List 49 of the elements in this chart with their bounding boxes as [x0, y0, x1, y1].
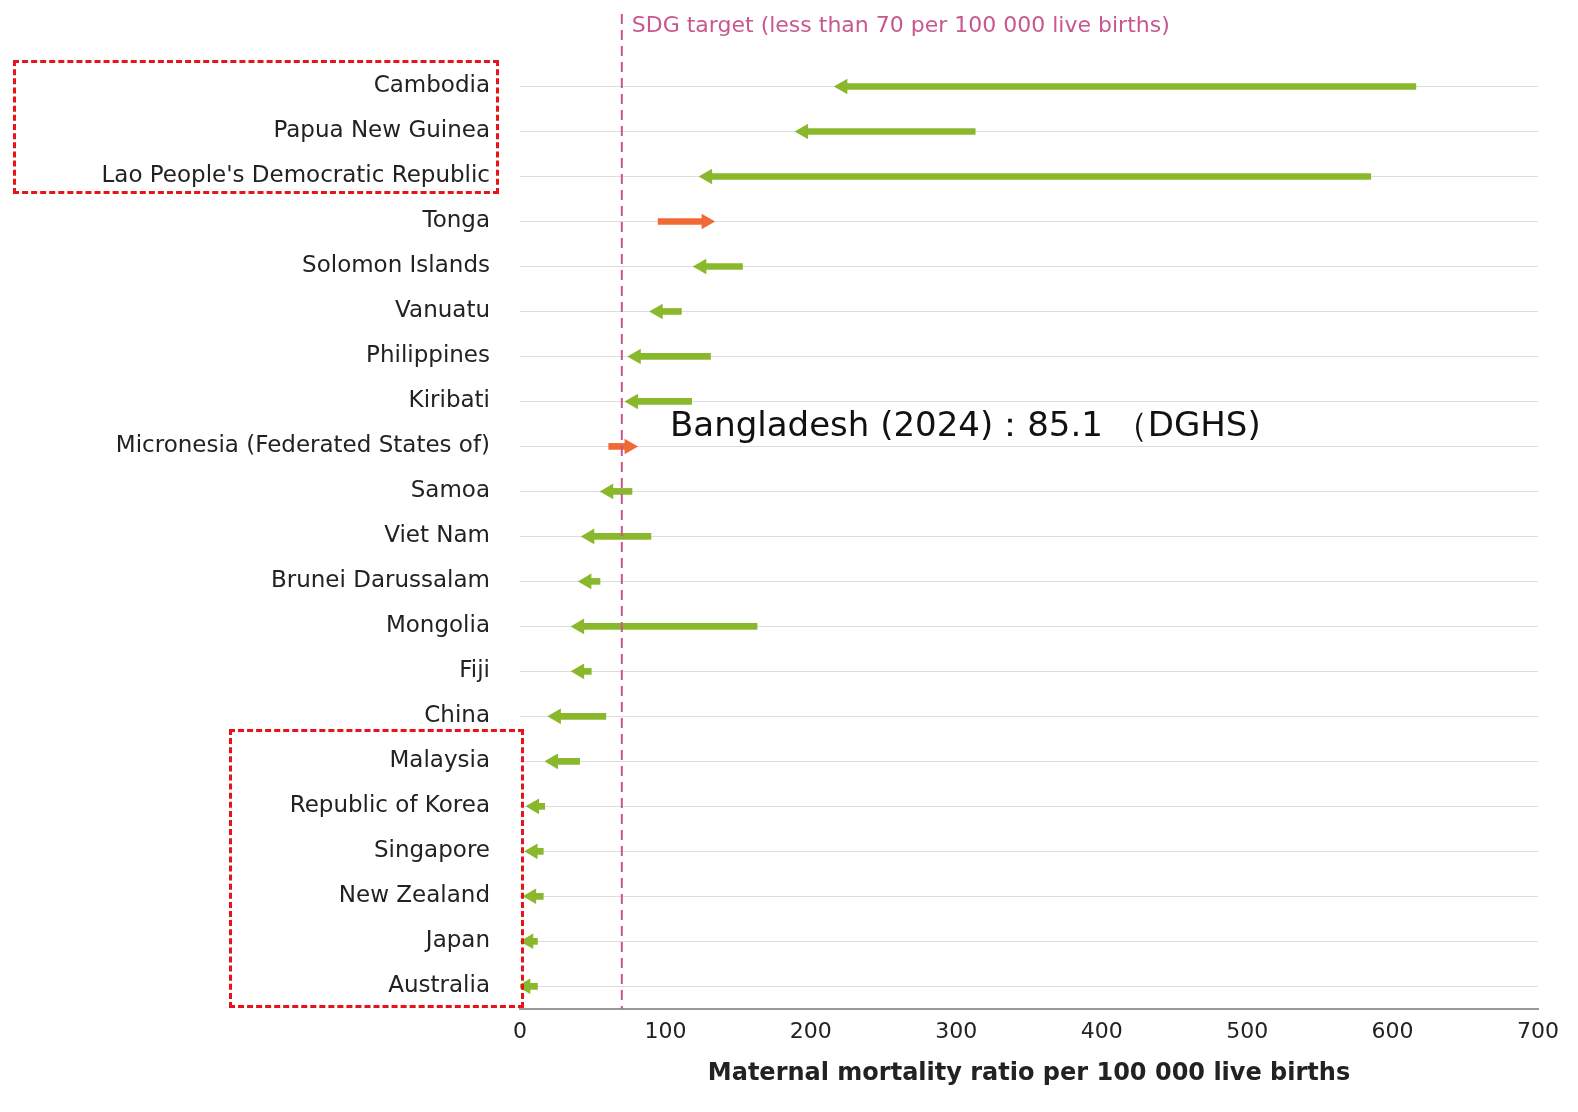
- y-tick-label: Singapore: [373, 836, 490, 863]
- x-tick-label: 600: [1371, 1017, 1414, 1043]
- y-tick-label: Solomon Islands: [302, 251, 490, 278]
- x-tick-label: 500: [1226, 1017, 1269, 1043]
- point: [524, 843, 538, 860]
- x-tick-label: 100: [644, 1017, 687, 1043]
- point: [833, 78, 848, 95]
- x-tick-label: 400: [1080, 1017, 1123, 1043]
- point: [547, 708, 561, 725]
- point: [627, 348, 641, 365]
- y-tick-label: Viet Nam: [384, 521, 490, 548]
- y-tick-label: Micronesia (Federated States of): [115, 431, 490, 458]
- x-tick-label: 0: [513, 1017, 527, 1043]
- y-tick-label: Lao People's Democratic Republic: [101, 161, 490, 188]
- y-tick-label: Papua New Guinea: [273, 116, 490, 143]
- point: [624, 393, 638, 410]
- y-tick-label: Cambodia: [373, 71, 490, 98]
- point: [580, 528, 595, 545]
- point: [570, 663, 585, 680]
- x-tick-label: 700: [1517, 1017, 1559, 1043]
- y-tick-label: Brunei Darussalam: [270, 566, 490, 593]
- point: [544, 753, 558, 770]
- x-tick-label: 300: [935, 1017, 978, 1043]
- y-tick-label: Tonga: [421, 206, 490, 233]
- y-tick-label: Fiji: [459, 656, 490, 683]
- annotation: Bangladesh (2024)：85.1 （DGHS): [670, 403, 1261, 444]
- y-tick-label: Australia: [388, 971, 490, 998]
- y-tick-label: Republic of Korea: [289, 791, 490, 818]
- y-tick-label: Malaysia: [389, 746, 490, 773]
- point: [570, 618, 585, 635]
- y-tick-label: Samoa: [410, 476, 490, 503]
- ref-line-label: SDG target (less than 70 per 100 000 live births): [631, 11, 1170, 37]
- point: [649, 303, 663, 320]
- point: [794, 123, 809, 140]
- x-tick-label: 200: [789, 1017, 832, 1043]
- y-tick-label: China: [424, 701, 490, 728]
- point: [525, 798, 540, 815]
- y-tick-label: Vanuatu: [395, 296, 490, 323]
- x-axis-title: Maternal mortality ratio per 100 000 live births: [707, 1057, 1351, 1086]
- point: [577, 573, 592, 590]
- y-tick-label: Philippines: [366, 341, 490, 368]
- point: [599, 483, 614, 500]
- point: [698, 168, 713, 185]
- y-tick-label: Mongolia: [385, 611, 490, 638]
- y-tick-label: New Zealand: [338, 881, 490, 908]
- point: [522, 888, 537, 905]
- y-tick-label: Japan: [423, 926, 490, 953]
- point: [692, 258, 707, 275]
- y-tick-label: Kiribati: [408, 386, 490, 413]
